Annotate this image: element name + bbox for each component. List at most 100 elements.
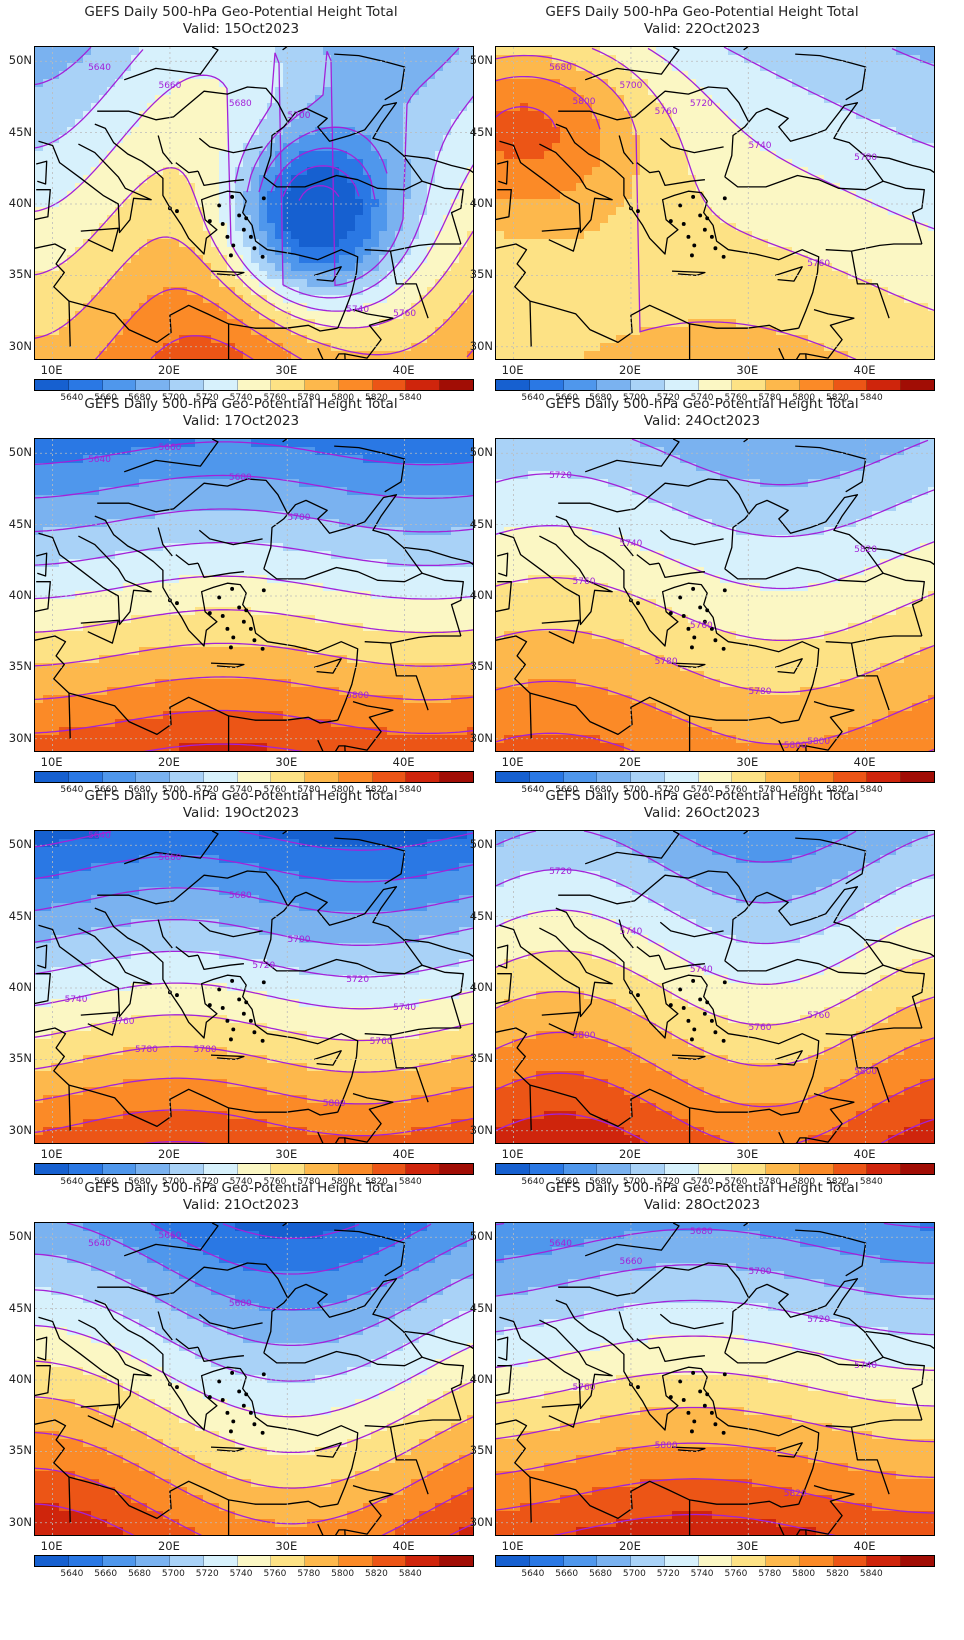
- colorbar-label: 5660: [555, 393, 579, 403]
- contour-labels: 5720 5740 5760 5780 5800 5820 5760 5780 5800: [549, 471, 877, 751]
- contour-line: [35, 1109, 473, 1137]
- contour-label: 5780: [854, 153, 877, 163]
- contour-label: 5740: [619, 539, 642, 549]
- contour-line: [35, 474, 473, 499]
- panel-valid-date: Valid: 28Oct2023: [643, 1197, 761, 1213]
- contour-line: [35, 919, 473, 946]
- height-map: 5640 5660 5680: [34, 1222, 474, 1536]
- map-panel: GEFS Daily 500-hPa Geo-Potential Height …: [0, 784, 482, 1194]
- latitude-tick-label: 50N: [469, 1229, 493, 1244]
- contour-line: [35, 1045, 473, 1073]
- longitude-tick-label: 20E: [157, 1147, 180, 1161]
- colorbar-label: 5720: [195, 393, 219, 403]
- colorbar-swatch: [35, 1556, 69, 1566]
- colorbar-swatch: [305, 380, 339, 390]
- contour-label: 5680: [229, 1299, 252, 1309]
- colorbar-label: 5840: [398, 785, 422, 795]
- longitude-tick-label: 30E: [275, 755, 298, 769]
- longitude-tick-label: 40E: [853, 363, 876, 377]
- contour-labels: 5680 5700 5720 5740 5760 5780 5800 5760: [549, 63, 877, 269]
- contour-label: 5760: [370, 1037, 393, 1047]
- contour-label: 5780: [135, 1045, 158, 1055]
- colorbar-swatch: [766, 772, 800, 782]
- contour-line: [496, 1335, 934, 1371]
- contour-line: [35, 441, 473, 466]
- panel-valid-date: Valid: 17Oct2023: [182, 413, 300, 429]
- colorbar-swatch: [440, 1556, 473, 1566]
- colorbar-label: 5700: [622, 393, 646, 403]
- colorbar-label: 5800: [792, 1569, 816, 1579]
- panel-title: GEFS Daily 500-hPa Geo-Potential Height …: [545, 1180, 859, 1196]
- contour-line: [35, 855, 473, 883]
- colorbar-swatch: [799, 772, 834, 782]
- colorbar-swatch: [799, 380, 834, 390]
- colorbar: [495, 771, 935, 783]
- panel-valid-date: Valid: 21Oct2023: [182, 1197, 300, 1213]
- colorbar-label: 5660: [94, 785, 118, 795]
- colorbar-label: 5760: [724, 785, 748, 795]
- contour-line: [496, 54, 857, 359]
- colorbar-swatch: [833, 772, 868, 782]
- colorbar: [34, 379, 474, 391]
- colorbar-label: 5820: [826, 1569, 849, 1579]
- colorbar-label: 5680: [589, 785, 612, 795]
- colorbar: [34, 1163, 474, 1175]
- colorbar-swatch: [271, 1164, 306, 1174]
- contour-line: [94, 288, 473, 359]
- colorbar-label: 5740: [690, 1569, 714, 1579]
- colorbar-swatch: [136, 1556, 171, 1566]
- colorbar-label: 5660: [555, 1177, 579, 1187]
- colorbar-label: 5800: [331, 785, 355, 795]
- colorbar-swatch: [271, 380, 306, 390]
- colorbar-label: 5840: [859, 393, 883, 403]
- lat-lon-gridlines: [35, 1223, 473, 1535]
- longitude-tick-label: 40E: [392, 1147, 415, 1161]
- colorbar-label: 5820: [365, 785, 388, 795]
- colorbar-label: 5660: [94, 1569, 118, 1579]
- colorbar: [495, 379, 935, 391]
- contour-line: [631, 439, 929, 486]
- colorbar-swatch: [406, 1164, 441, 1174]
- contour-label: 5760: [112, 1017, 135, 1027]
- contour-line: [35, 74, 473, 312]
- height-field-shading: [496, 439, 934, 751]
- contour-line: [35, 982, 473, 1010]
- contour-line: [496, 909, 934, 985]
- colorbar-swatch: [372, 772, 407, 782]
- latitude-tick-label: 50N: [469, 53, 493, 68]
- colorbar-label: 5840: [398, 393, 422, 403]
- colorbar-swatch: [597, 380, 632, 390]
- colorbar-swatch: [799, 1164, 834, 1174]
- contour-line: [35, 1360, 473, 1454]
- contour-label: 5700: [288, 513, 311, 523]
- contour-label: 5740: [854, 1361, 877, 1371]
- contour-line: [150, 335, 254, 359]
- contour-label: 5740: [619, 927, 642, 937]
- latitude-tick-label: 50N: [8, 1229, 32, 1244]
- colorbar-label: 5660: [555, 1569, 579, 1579]
- colorbar-label: 5720: [195, 1569, 219, 1579]
- latitude-tick-label: 35N: [469, 1051, 493, 1066]
- colorbar-swatch: [631, 772, 665, 782]
- contour-line: [496, 106, 557, 129]
- longitude-tick-label: 10E: [501, 1147, 524, 1161]
- panel-valid-date: Valid: 15Oct2023: [182, 21, 300, 37]
- latitude-tick-label: 30N: [469, 338, 493, 353]
- contour-label: 5660: [158, 1231, 181, 1241]
- colorbar-swatch: [563, 772, 598, 782]
- contour-label: 5700: [288, 935, 311, 945]
- contour-line: [496, 1299, 934, 1336]
- colorbar-label: 5780: [297, 393, 321, 403]
- colorbar-swatch: [529, 1556, 564, 1566]
- colorbar-swatch: [664, 380, 699, 390]
- contour-line: [675, 831, 857, 863]
- latitude-tick-label: 45N: [469, 908, 493, 923]
- colorbar-swatch: [68, 772, 103, 782]
- latitude-tick-label: 40N: [469, 1372, 493, 1386]
- colorbar-swatch: [833, 1164, 868, 1174]
- lat-lon-gridlines: [35, 831, 473, 1143]
- colorbar-label: 5740: [690, 393, 714, 403]
- latitude-tick-label: 50N: [8, 837, 32, 852]
- contour-line: [150, 1223, 432, 1275]
- contour-label: 5800: [346, 691, 369, 701]
